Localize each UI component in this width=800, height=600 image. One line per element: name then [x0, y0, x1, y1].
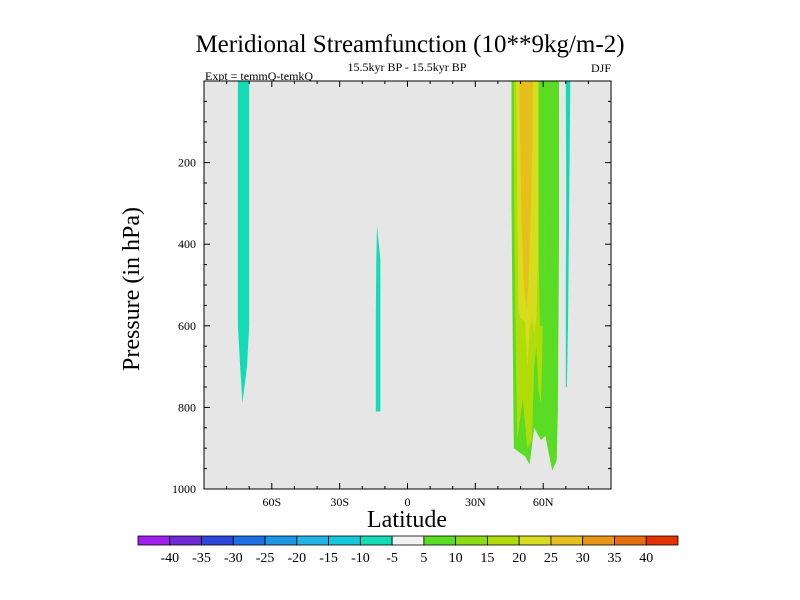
- y-tick-label: 800: [178, 400, 196, 414]
- colorbar-label: 30: [576, 551, 590, 566]
- colorbar-label: 40: [639, 551, 653, 566]
- colorbar-swatch: [614, 535, 647, 546]
- colorbar-swatch: [359, 535, 393, 546]
- colorbar-label: 35: [608, 551, 622, 566]
- contour-region-nh-orange-core: [519, 81, 533, 310]
- colorbar: -40 -35 -30 -25 -20 -15 -10 -5 5 10 15 20 25 30 35 40: [137, 535, 679, 566]
- contour-region-band-70s: [237, 81, 250, 404]
- colorbar-label: -15: [319, 551, 338, 566]
- colorbar-label: 20: [512, 551, 526, 566]
- colorbar-swatch: [391, 535, 425, 546]
- colorbar-label: -20: [287, 551, 306, 566]
- x-tick-label: 0: [405, 495, 411, 509]
- y-tick-label: 400: [178, 237, 196, 251]
- y-tick-label: 600: [178, 319, 196, 333]
- colorbar-label: -35: [192, 551, 211, 566]
- chart-title: Meridional Streamfunction (10**9kg/m-2): [195, 31, 624, 58]
- colorbar-swatch: [137, 535, 171, 546]
- colorbar-swatch: [264, 535, 298, 546]
- y-axis-label: Pressure (in hPa): [119, 207, 145, 371]
- colorbar-swatch: [487, 535, 520, 546]
- colorbar-label: -5: [386, 551, 398, 566]
- colorbar-swatch: [423, 535, 457, 546]
- colorbar-label: -10: [351, 551, 370, 566]
- colorbar-swatch: [169, 535, 202, 546]
- y-tick-label: 200: [178, 156, 196, 170]
- season-label: DJF: [591, 61, 611, 75]
- colorbar-swatch: [296, 535, 329, 546]
- colorbar-swatch: [201, 535, 234, 546]
- colorbar-label: -40: [160, 551, 179, 566]
- colorbar-swatch: [582, 535, 615, 546]
- colorbar-label: 25: [544, 551, 558, 566]
- plot-area: [203, 80, 612, 490]
- colorbar-swatch: [455, 535, 488, 546]
- colorbar-swatch: [328, 535, 361, 546]
- contour-region-band-72n: [565, 81, 571, 387]
- x-axis-ticks: 60S 30S 0 30N 60N: [226, 81, 589, 509]
- x-tick-label: 60N: [533, 495, 554, 509]
- y-axis-ticks: 200 400 600 800 1000: [172, 100, 611, 496]
- colorbar-label: -25: [256, 551, 275, 566]
- x-tick-label: 30S: [330, 495, 349, 509]
- colorbar-swatch: [550, 535, 584, 546]
- colorbar-label: 5: [420, 551, 427, 566]
- colorbar-label: 15: [480, 551, 494, 566]
- contour-region-band-12s: [375, 225, 381, 412]
- contour-region-nh-green-60n: [538, 81, 547, 326]
- colorbar-label: -30: [224, 551, 243, 566]
- period-label: 15.5kyr BP - 15.5kyr BP: [348, 60, 467, 74]
- y-tick-label: 1000: [172, 482, 196, 496]
- colorbar-swatch: [232, 535, 266, 546]
- x-axis-label: Latitude: [367, 507, 447, 533]
- colorbar-label: 10: [449, 551, 463, 566]
- x-tick-label: 60S: [262, 495, 281, 509]
- experiment-label: Expt = temmQ-temkQ: [205, 69, 313, 83]
- colorbar-swatch: [518, 535, 552, 546]
- x-tick-label: 30N: [465, 495, 486, 509]
- colorbar-swatch: [645, 535, 679, 546]
